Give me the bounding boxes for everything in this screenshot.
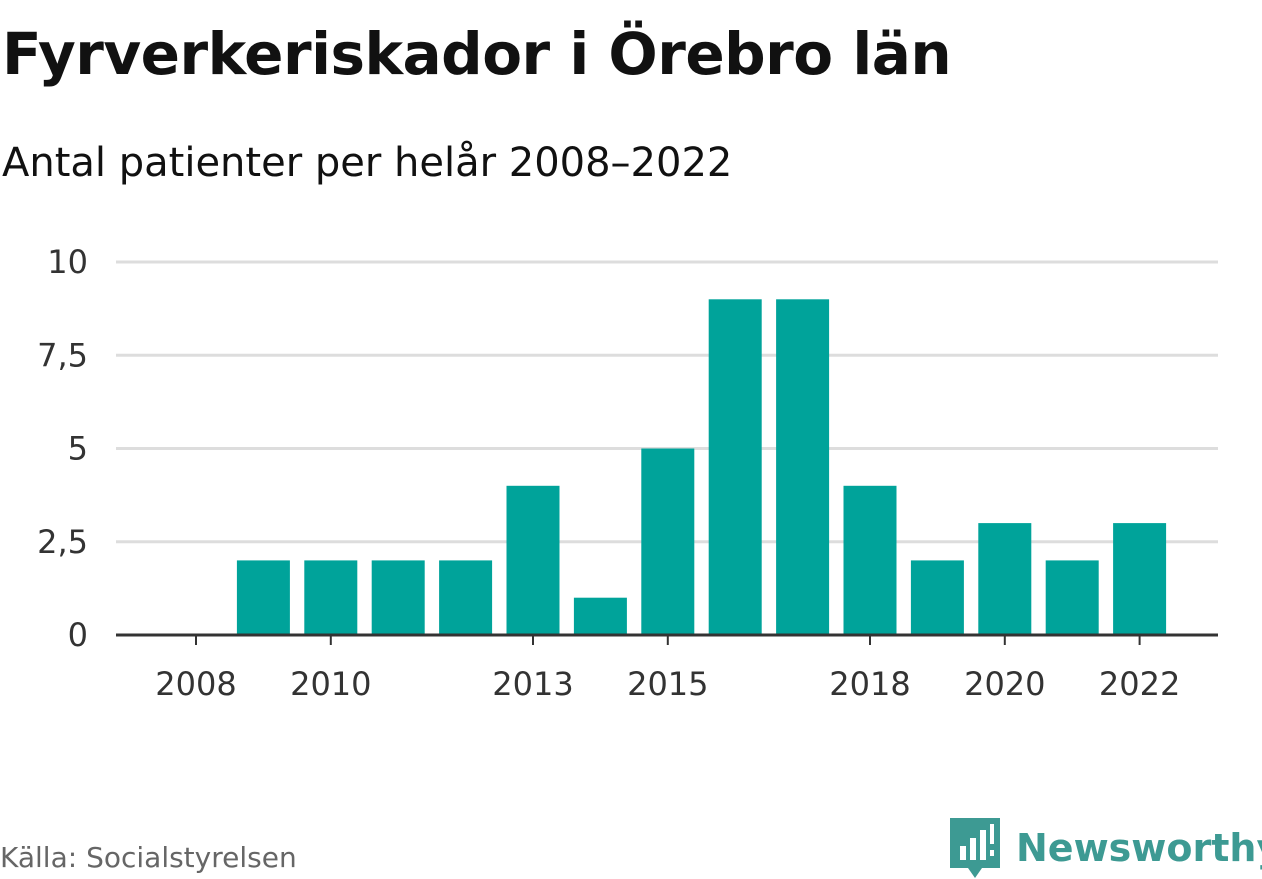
brand-logo-group: Newsworthy: [950, 818, 1262, 878]
bar-2019: [910, 560, 964, 635]
brand-name: Newsworthy: [1016, 826, 1262, 870]
x-tick-label: 2018: [829, 665, 910, 703]
chart-title: Fyrverkeriskador i Örebro län: [2, 20, 952, 88]
chart-subtitle: Antal patienter per helår 2008–2022: [2, 140, 733, 186]
x-tick-label: 2008: [155, 665, 236, 703]
x-tick-label: 2015: [627, 665, 708, 703]
bar-2017: [776, 299, 830, 635]
bar-2020: [978, 523, 1032, 635]
bar-2016: [708, 299, 762, 635]
x-tick-label: 2022: [1099, 665, 1180, 703]
x-axis-ticks: 2008 2010 2013 2015 2018 2020 2022: [155, 635, 1180, 703]
x-tick-label: 2013: [492, 665, 573, 703]
bar-2022: [1113, 523, 1167, 635]
y-tick-label: 7,5: [37, 336, 88, 374]
bar-2009: [236, 560, 290, 635]
bar-2012: [439, 560, 493, 635]
x-tick-label: 2020: [964, 665, 1045, 703]
bar-2021: [1045, 560, 1099, 635]
bar-2015: [641, 448, 695, 635]
y-tick-label: 0: [68, 616, 88, 654]
y-tick-label: 2,5: [37, 523, 88, 561]
source-note: Källa: Socialstyrelsen: [0, 841, 297, 874]
y-tick-label: 10: [47, 243, 88, 281]
bar-2014: [573, 597, 627, 635]
x-tick-label: 2010: [290, 665, 371, 703]
bars: [236, 299, 1167, 635]
y-tick-label: 5: [68, 430, 88, 468]
y-axis-ticks: 0 2,5 5 7,5 10: [37, 243, 88, 654]
bar-2011: [371, 560, 425, 635]
bar-2018: [843, 485, 897, 635]
bar-2010: [304, 560, 358, 635]
bar-2013: [506, 485, 560, 635]
newsworthy-logo-icon: [950, 818, 1000, 878]
